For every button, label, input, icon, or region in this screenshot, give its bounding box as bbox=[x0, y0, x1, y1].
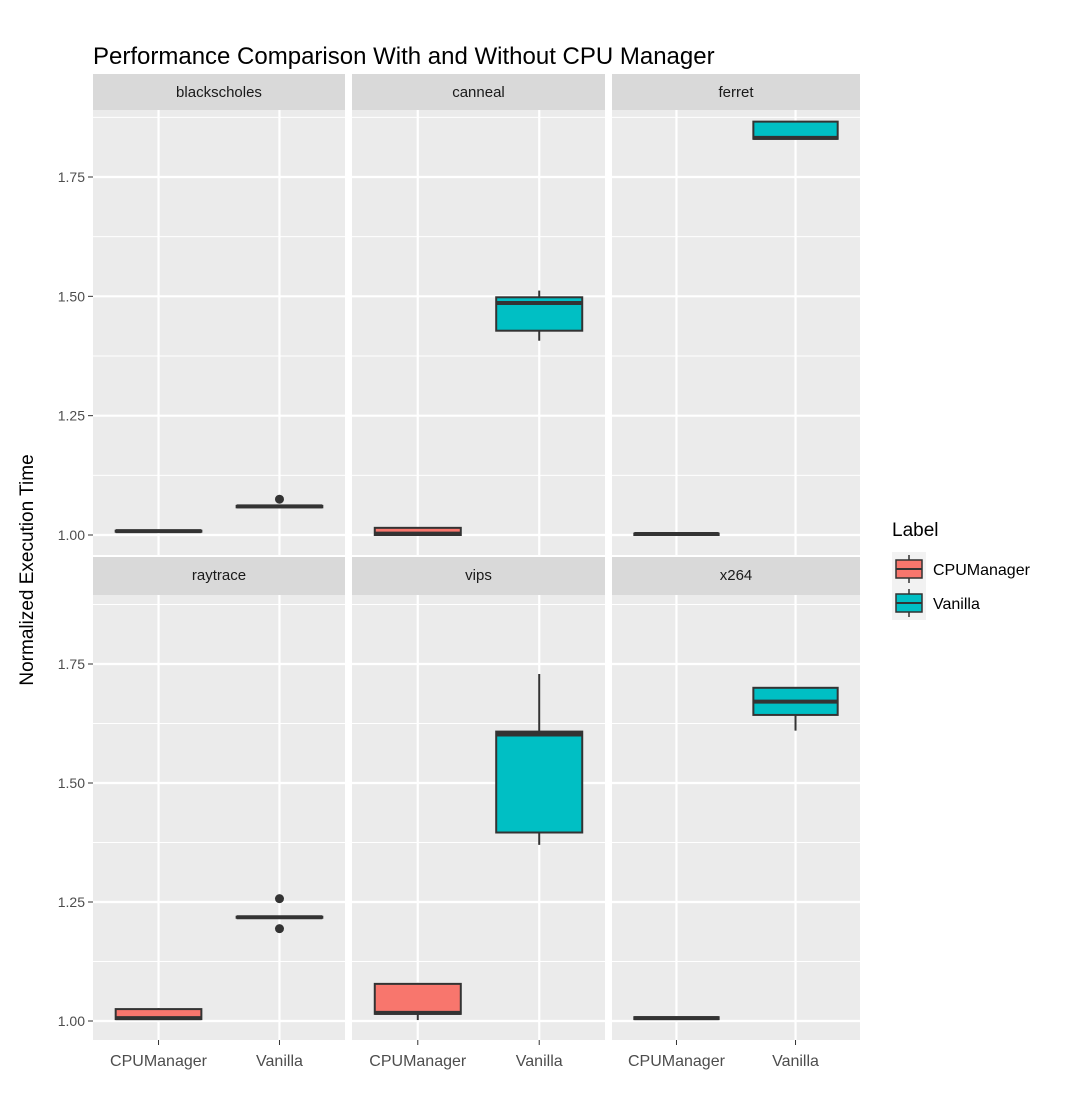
facet-strip bbox=[352, 557, 605, 595]
y-tick-label: 1.25 bbox=[58, 408, 85, 424]
y-tick-label: 1.50 bbox=[58, 288, 85, 304]
facet-label: blackscholes bbox=[176, 84, 262, 101]
y-tick-label: 1.75 bbox=[58, 169, 85, 185]
facet-label: x264 bbox=[720, 567, 753, 584]
panel-background bbox=[352, 110, 605, 555]
panel-background bbox=[93, 110, 345, 555]
y-tick-label: 1.75 bbox=[58, 656, 85, 672]
facet-label: raytrace bbox=[192, 567, 246, 584]
facet-strip bbox=[352, 74, 605, 110]
panel-background bbox=[612, 595, 860, 1040]
facet-strip bbox=[93, 557, 345, 595]
facet-label: ferret bbox=[718, 84, 754, 101]
facet-strip bbox=[612, 557, 860, 595]
y-tick-label: 1.00 bbox=[58, 527, 85, 543]
x-tick-label: CPUManager bbox=[628, 1053, 726, 1070]
legend-label: Vanilla bbox=[933, 596, 980, 613]
outlier-point bbox=[274, 894, 284, 904]
facet-strip bbox=[612, 74, 860, 110]
facet-label: vips bbox=[465, 567, 492, 584]
facet-strip bbox=[93, 74, 345, 110]
x-tick-label: Vanilla bbox=[516, 1053, 563, 1070]
outlier-point bbox=[274, 924, 284, 934]
x-tick-label: CPUManager bbox=[369, 1053, 467, 1070]
outlier-point bbox=[274, 494, 284, 504]
box bbox=[495, 730, 584, 834]
x-tick-label: CPUManager bbox=[110, 1053, 208, 1070]
y-axis-label: Normalized Execution Time bbox=[17, 454, 38, 685]
x-tick-label: Vanilla bbox=[772, 1053, 819, 1070]
x-tick-label: Vanilla bbox=[256, 1053, 303, 1070]
panel-background bbox=[612, 110, 860, 555]
y-tick-label: 1.50 bbox=[58, 775, 85, 791]
chart-title: Performance Comparison With and Without … bbox=[93, 43, 715, 70]
y-tick-label: 1.00 bbox=[58, 1013, 85, 1029]
legend-title: Label bbox=[892, 520, 939, 541]
y-tick-label: 1.25 bbox=[58, 894, 85, 910]
legend-label: CPUManager bbox=[933, 562, 1031, 579]
facet-label: canneal bbox=[452, 84, 505, 101]
box bbox=[373, 982, 462, 1015]
panel-background bbox=[93, 595, 345, 1040]
